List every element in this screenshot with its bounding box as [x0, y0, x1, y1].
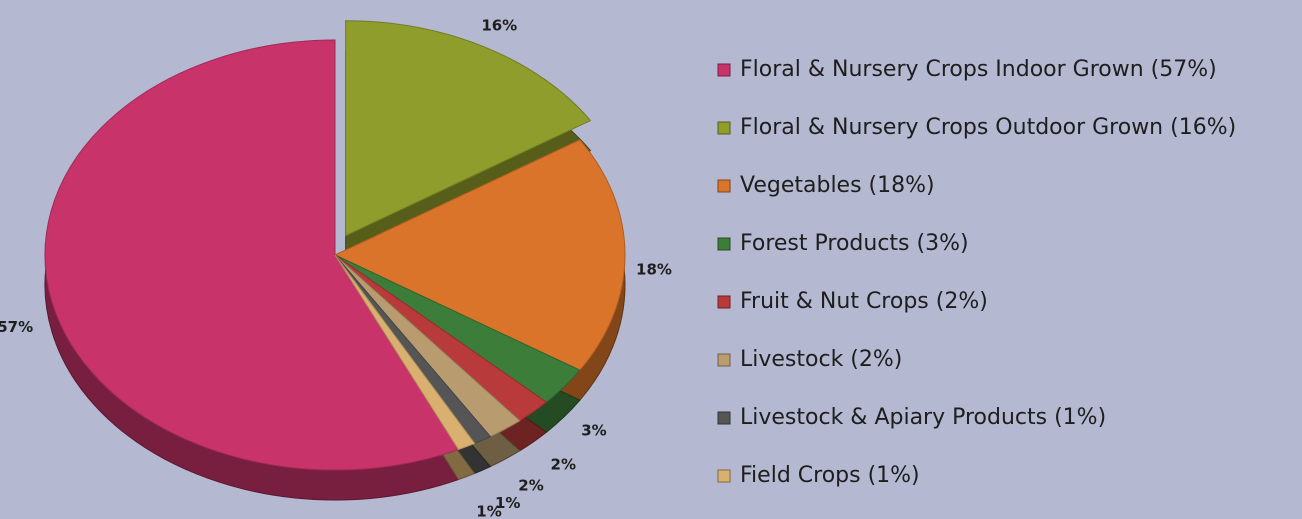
legend-swatch: [718, 122, 730, 134]
data-label: 2%: [551, 455, 576, 473]
legend-swatch: [718, 64, 730, 76]
legend-swatch: [718, 412, 730, 424]
data-label: 18%: [636, 261, 672, 279]
legend-label: Forest Products (3%): [740, 231, 969, 256]
legend-swatch: [718, 354, 730, 366]
data-label: 3%: [581, 422, 606, 440]
legend-label: Livestock & Apiary Products (1%): [740, 405, 1106, 430]
data-label: 2%: [518, 477, 543, 495]
legend-label: Floral & Nursery Crops Indoor Grown (57%…: [740, 57, 1217, 82]
data-label: 1%: [476, 502, 501, 519]
legend-label: Fruit & Nut Crops (2%): [740, 289, 988, 314]
legend-label: Field Crops (1%): [740, 463, 920, 488]
legend-swatch: [718, 470, 730, 482]
legend-label: Floral & Nursery Crops Outdoor Grown (16…: [740, 115, 1236, 140]
data-label: 16%: [481, 16, 517, 34]
chart: 57%16%18%3%2%2%1%1%Floral & Nursery Crop…: [0, 0, 1302, 519]
legend-swatch: [718, 180, 730, 192]
legend-swatch: [718, 296, 730, 308]
legend-label: Livestock (2%): [740, 347, 902, 372]
legend-label: Vegetables (18%): [740, 173, 935, 198]
data-label: 57%: [0, 318, 33, 336]
legend-swatch: [718, 238, 730, 250]
